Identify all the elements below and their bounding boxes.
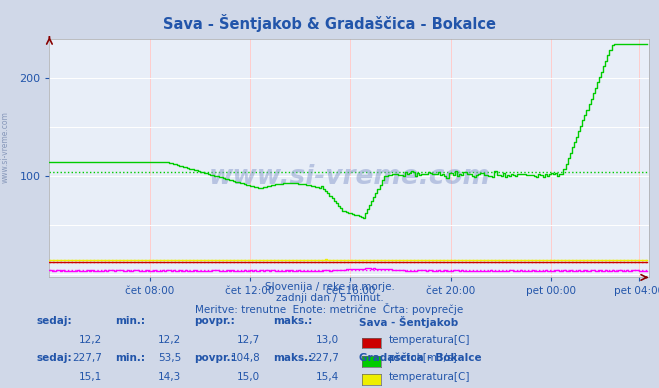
Text: pretok[m3/s]: pretok[m3/s] [389,353,457,364]
Text: 12,2: 12,2 [158,335,181,345]
Text: maks.:: maks.: [273,316,313,326]
Text: 12,7: 12,7 [237,335,260,345]
Text: www.si-vreme.com: www.si-vreme.com [208,164,490,190]
Text: 14,3: 14,3 [158,372,181,382]
Text: povpr.:: povpr.: [194,316,235,326]
Text: Meritve: trenutne  Enote: metrične  Črta: povprečje: Meritve: trenutne Enote: metrične Črta: … [195,303,464,315]
Text: sedaj:: sedaj: [36,353,72,363]
Text: 53,5: 53,5 [158,353,181,364]
Text: min.:: min.: [115,353,146,363]
Text: 104,8: 104,8 [231,353,260,364]
Text: Sava - Šentjakob & Gradaščica - Bokalce: Sava - Šentjakob & Gradaščica - Bokalce [163,14,496,31]
Text: 13,0: 13,0 [316,335,339,345]
Text: www.si-vreme.com: www.si-vreme.com [1,111,10,184]
Text: min.:: min.: [115,316,146,326]
Text: Slovenija / reke in morje.: Slovenija / reke in morje. [264,282,395,293]
Text: zadnji dan / 5 minut.: zadnji dan / 5 minut. [275,293,384,303]
Text: 227,7: 227,7 [72,353,102,364]
Text: 15,4: 15,4 [316,372,339,382]
Text: temperatura[C]: temperatura[C] [389,335,471,345]
Text: Sava - Šentjakob: Sava - Šentjakob [359,316,459,328]
Text: 15,0: 15,0 [237,372,260,382]
Text: Gradaščica - Bokalce: Gradaščica - Bokalce [359,353,482,363]
Text: 15,1: 15,1 [79,372,102,382]
Text: sedaj:: sedaj: [36,316,72,326]
Text: 12,2: 12,2 [79,335,102,345]
Text: temperatura[C]: temperatura[C] [389,372,471,382]
Text: maks.:: maks.: [273,353,313,363]
Text: 227,7: 227,7 [310,353,339,364]
Text: povpr.:: povpr.: [194,353,235,363]
